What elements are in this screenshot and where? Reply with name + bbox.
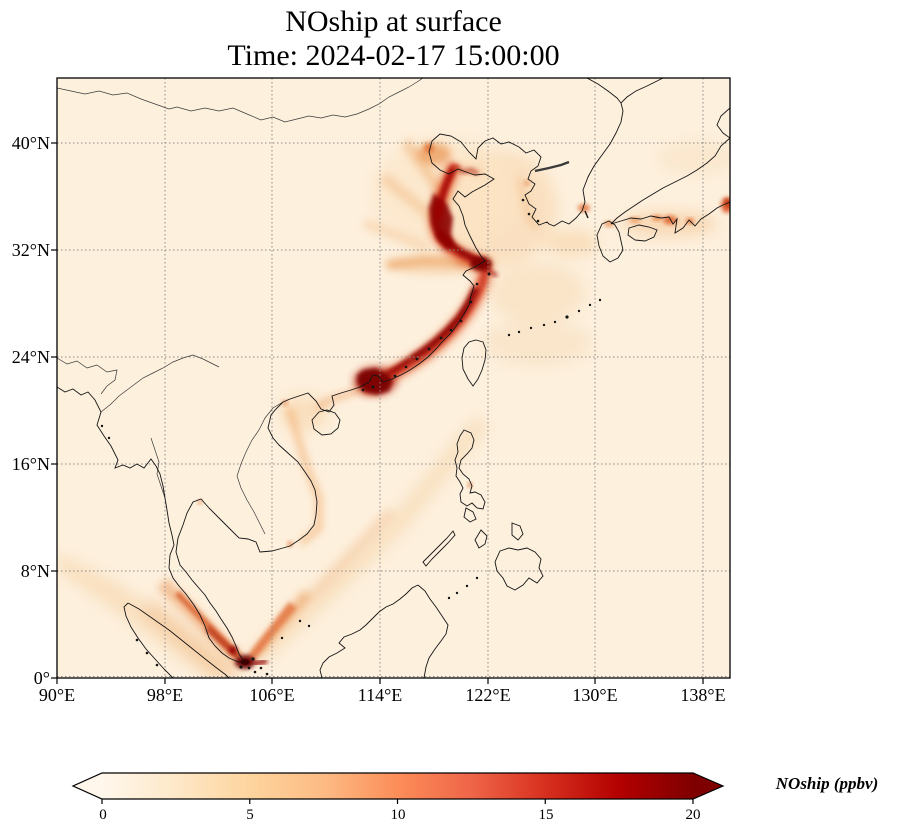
lon-tick-label-90e: 90°E	[38, 685, 76, 705]
title-block: NOship at surface Time: 2024-02-17 15:00…	[57, 5, 730, 73]
lat-tick-label-8n: 8°N	[20, 561, 50, 581]
lon-tick-label-130e: 130°E	[572, 685, 618, 705]
lat-tick-label-16n: 16°N	[11, 454, 50, 474]
lon-tick-label-114e: 114°E	[357, 685, 403, 705]
colorbar-tick-label-0: 0	[99, 807, 107, 823]
colorbar-gradient	[102, 773, 693, 799]
colorbar-tick-label-20: 20	[685, 807, 701, 823]
lat-tick-label-32n: 32°N	[11, 240, 50, 260]
colorbar-ticks	[101, 799, 694, 804]
island-dots-layer	[100, 198, 602, 676]
colorbar-tick-label-10: 10	[390, 807, 406, 823]
lon-tick-label-122e: 122°E	[465, 685, 511, 705]
map-svg	[51, 77, 731, 684]
map-axes	[51, 77, 731, 684]
lon-tick-label-106e: 106°E	[249, 685, 295, 705]
heat-layer-cores	[174, 143, 730, 669]
lon-tick-label-98e: 98°E	[146, 685, 184, 705]
colorbar	[71, 772, 725, 804]
coastlines-layer	[57, 78, 730, 678]
colorbar-tick-label-15: 15	[538, 807, 554, 823]
colorbar-tick-label-5: 5	[246, 807, 254, 823]
country-borders-layer	[57, 78, 570, 535]
colorbar-title: NOship (ppbv)	[775, 774, 879, 793]
lat-tick-label-0: 0°	[33, 668, 50, 688]
lat-tick-label-24n: 24°N	[11, 347, 50, 367]
colorbar-extend-left	[73, 773, 102, 799]
lon-tick-label-138e: 138°E	[680, 685, 726, 705]
lat-tick-label-40n: 40°N	[11, 133, 50, 153]
plot-title: NOship at surface	[285, 5, 502, 38]
axis-frame	[51, 77, 731, 684]
plot-subtitle: Time: 2024-02-17 15:00:00	[227, 39, 560, 72]
colorbar-extend-right	[693, 773, 723, 799]
heat-layer-washes	[57, 138, 730, 678]
